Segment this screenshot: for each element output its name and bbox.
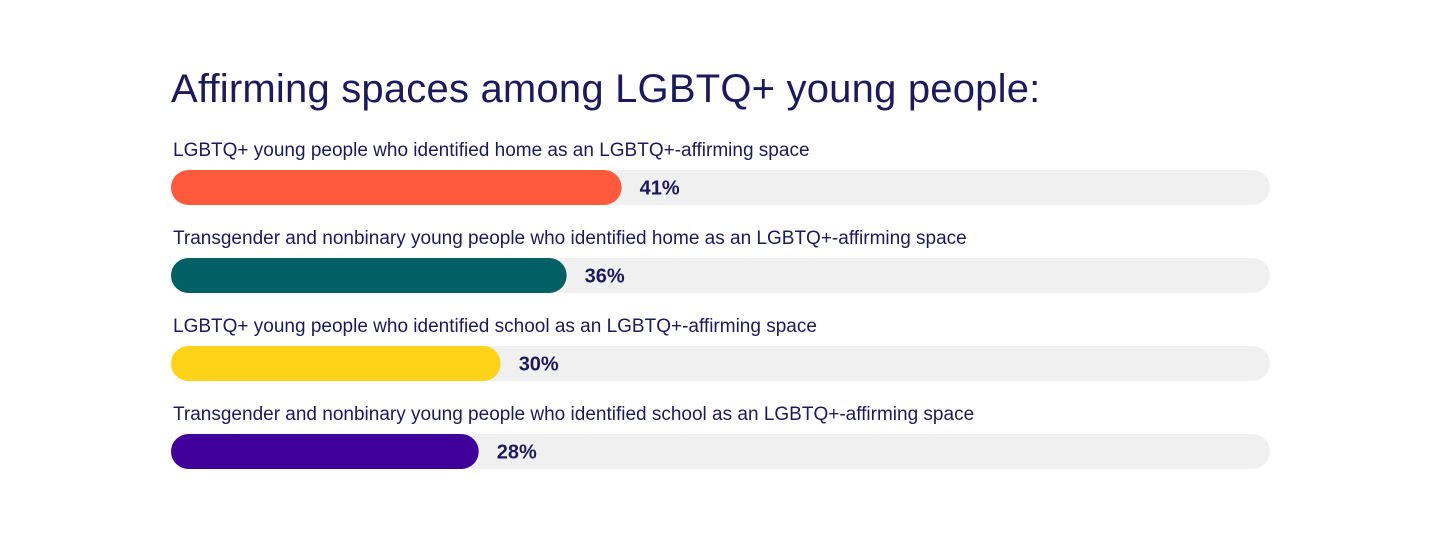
category-label: LGBTQ+ young people who identified home …: [173, 140, 810, 161]
value-label: 30%: [519, 354, 559, 376]
bar: [171, 258, 567, 293]
category-label: LGBTQ+ young people who identified schoo…: [173, 316, 817, 337]
value-label: 41%: [640, 178, 680, 200]
category-label: Transgender and nonbinary young people w…: [173, 228, 967, 249]
bar: [171, 434, 479, 469]
chart-title: Affirming spaces among LGBTQ+ young peop…: [171, 67, 1040, 111]
value-label: 28%: [497, 442, 537, 464]
value-label: 36%: [585, 266, 625, 288]
bar: [171, 170, 622, 205]
category-label: Transgender and nonbinary young people w…: [173, 404, 974, 425]
bars-group: LGBTQ+ young people who identified home …: [171, 140, 1270, 469]
bar: [171, 346, 501, 381]
